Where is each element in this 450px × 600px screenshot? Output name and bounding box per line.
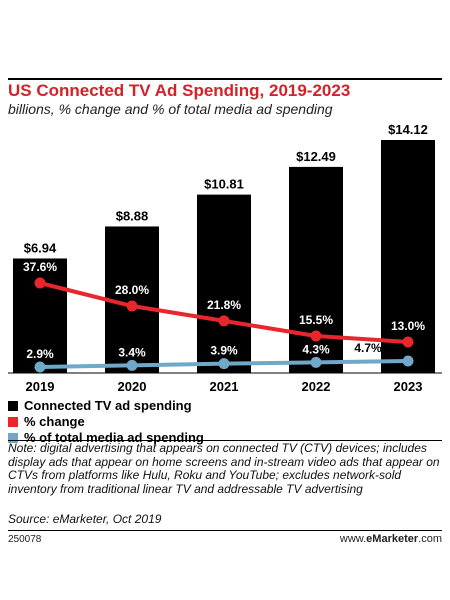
bar xyxy=(197,194,251,373)
pct-change-point xyxy=(402,336,414,348)
bar-value-label: $8.88 xyxy=(116,208,149,223)
pct-change-point xyxy=(218,315,230,327)
bar-value-label: $12.49 xyxy=(296,149,336,164)
x-tick-label: 2023 xyxy=(394,379,423,394)
top-rule xyxy=(8,78,442,80)
legend-swatch-blue xyxy=(8,432,18,443)
legend-item-ctv-spending: Connected TV ad spending xyxy=(8,398,438,413)
pct-total-point xyxy=(34,361,46,373)
x-tick-label: 2021 xyxy=(210,379,239,394)
chart-source: Source: eMarketer, Oct 2019 xyxy=(8,512,162,526)
pct-total-label: 3.4% xyxy=(118,345,146,359)
chart-note: Note: digital advertising that appears o… xyxy=(8,441,440,496)
pct-change-label: 15.5% xyxy=(299,313,333,327)
brand-link[interactable]: www.eMarketer.com xyxy=(340,533,442,545)
pct-total-point xyxy=(310,356,322,368)
pct-change-label: 28.0% xyxy=(115,283,149,297)
pct-total-label: 4.3% xyxy=(302,342,330,356)
legend-label: % change xyxy=(24,414,85,429)
brand-prefix: www. xyxy=(339,533,367,545)
chart-id: 250078 xyxy=(8,534,42,545)
legend-item-pct-total: % of total media ad spending xyxy=(8,430,438,445)
legend-swatch-black xyxy=(8,400,18,411)
pct-change-label: 13.0% xyxy=(391,319,425,333)
pct-change-point xyxy=(126,300,138,312)
pct-total-point xyxy=(402,355,414,367)
pct-change-point xyxy=(34,277,46,289)
brand-suffix: .com xyxy=(418,533,442,545)
x-tick-label: 2020 xyxy=(118,379,147,394)
pct-change-label: 37.6% xyxy=(23,260,57,274)
bar-value-label: $14.12 xyxy=(388,122,428,137)
legend-label: Connected TV ad spending xyxy=(24,398,192,413)
pct-total-label: 3.9% xyxy=(210,344,238,358)
bar-value-label: $10.81 xyxy=(204,177,244,192)
pct-change-point xyxy=(310,330,322,342)
brand-name: eMarketer xyxy=(366,533,419,545)
pct-total-label: 4.7% xyxy=(354,341,382,355)
pct-total-leader xyxy=(383,349,405,359)
bar xyxy=(381,140,435,373)
pct-total-label: 2.9% xyxy=(26,347,54,361)
pct-total-point xyxy=(218,358,230,370)
x-tick-label: 2019 xyxy=(26,379,55,394)
bottom-rule xyxy=(8,530,442,531)
chart-subtitle: billions, % change and % of total media … xyxy=(8,101,333,117)
legend-swatch-red xyxy=(8,416,18,427)
note-rule xyxy=(8,440,442,441)
legend-item-pct-change: % change xyxy=(8,414,438,429)
pct-change-label: 21.8% xyxy=(207,298,241,312)
chart-title: US Connected TV Ad Spending, 2019-2023 xyxy=(8,81,351,100)
pct-total-point xyxy=(126,359,138,371)
legend-label: % of total media ad spending xyxy=(24,430,204,445)
x-tick-label: 2022 xyxy=(302,379,331,394)
bar-value-label: $6.94 xyxy=(24,240,57,255)
